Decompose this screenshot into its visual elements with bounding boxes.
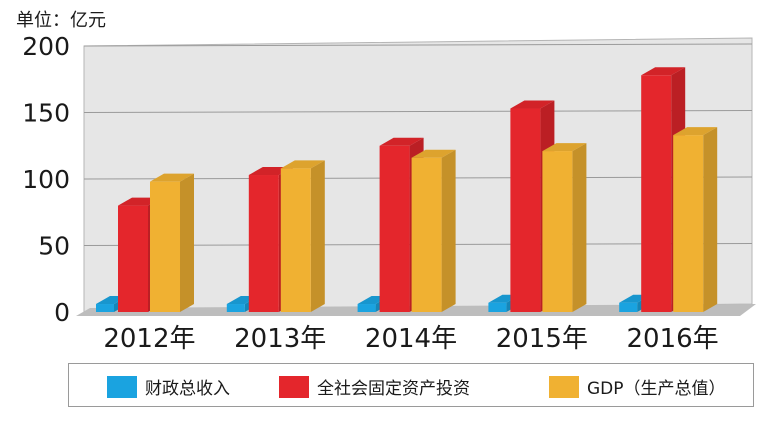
bar-front <box>542 151 573 312</box>
bar-top <box>411 149 456 158</box>
bar <box>542 143 587 312</box>
bar-front <box>619 302 638 312</box>
legend-item-gdp: GDP（生产总值） <box>549 374 726 399</box>
unit-label: 单位：亿元 <box>16 10 106 31</box>
y-tick-label: 100 <box>22 165 70 194</box>
legend-label: 全社会固定资产投资 <box>317 379 470 399</box>
bar-front <box>248 175 279 312</box>
bar-top <box>280 160 325 169</box>
gridline <box>83 43 753 47</box>
legend-swatch <box>549 375 579 398</box>
x-axis: 2012年 2013年 2014年 2015年 2016年 <box>103 324 718 354</box>
legend: 财政总收入 全社会固定资产投资 GDP（生产总值） <box>68 363 754 407</box>
bar-front <box>488 302 507 312</box>
bars <box>96 67 718 312</box>
bar-front <box>226 304 245 312</box>
x-tick-label: 2015年 <box>496 324 588 354</box>
bar-top <box>379 137 424 146</box>
bar-top <box>510 100 555 109</box>
bar <box>150 173 194 312</box>
bar-front <box>280 168 311 312</box>
gridline <box>83 110 753 113</box>
y-tick-label: 0 <box>54 298 70 327</box>
bar-side <box>703 127 718 312</box>
y-axis: 0 50 100 150 200 <box>22 32 70 327</box>
x-tick-label: 2013年 <box>234 324 326 354</box>
bar-side <box>310 160 325 312</box>
x-tick-label: 2014年 <box>365 324 457 354</box>
bar-top <box>673 127 718 136</box>
legend-swatch <box>107 375 137 398</box>
y-tick-label: 50 <box>38 232 70 261</box>
bar-front <box>379 145 410 312</box>
x-tick-label: 2012年 <box>103 324 195 354</box>
bar-front <box>118 205 148 312</box>
bar-front <box>673 135 704 312</box>
y-tick-label: 200 <box>22 32 70 61</box>
bar-front <box>150 181 180 312</box>
bar <box>280 160 325 312</box>
bar-front <box>357 304 376 312</box>
bar <box>411 149 456 312</box>
bar <box>673 127 718 312</box>
bar-front <box>96 304 114 312</box>
legend-item-fixed-asset-investment: 全社会固定资产投资 <box>279 374 470 399</box>
bar-front <box>411 157 442 312</box>
legend-label: GDP（生产总值） <box>587 379 726 399</box>
legend-label: 财政总收入 <box>145 379 230 399</box>
bar-top <box>641 67 686 76</box>
bar-side <box>572 143 587 312</box>
bar-side <box>441 149 456 312</box>
y-tick-label: 150 <box>22 99 70 128</box>
bar-front <box>641 75 672 312</box>
x-tick-label: 2016年 <box>627 324 719 354</box>
bar-front <box>510 108 541 312</box>
bar-top <box>150 173 194 182</box>
bar-top <box>542 143 587 152</box>
legend-item-fiscal-revenue: 财政总收入 <box>107 374 230 399</box>
legend-swatch <box>279 375 309 398</box>
bar-side <box>180 173 194 312</box>
